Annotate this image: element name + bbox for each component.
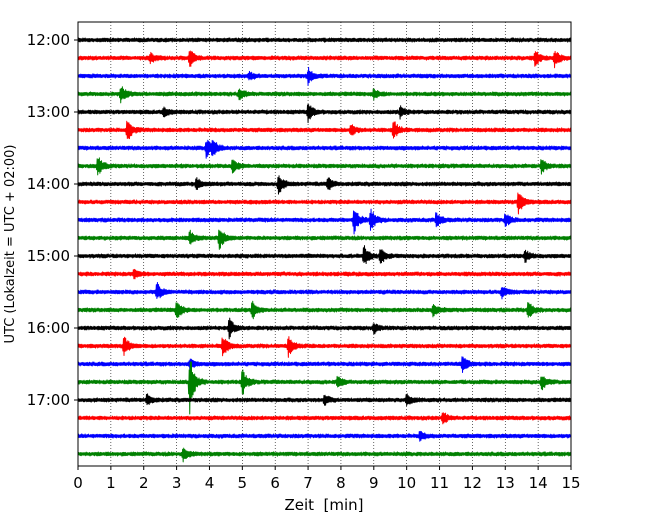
- x-tick-label: 14: [529, 474, 548, 492]
- x-tick-label: 3: [172, 474, 182, 492]
- x-tick-label: 7: [303, 474, 313, 492]
- seismic-trace: [77, 356, 572, 373]
- seismic-trace: [77, 208, 572, 235]
- x-tick-label: 13: [496, 474, 515, 492]
- seismic-trace: [77, 430, 572, 442]
- seismic-trace: [77, 412, 572, 425]
- seismic-trace: [77, 336, 572, 358]
- x-tick-label: 8: [336, 474, 346, 492]
- seismic-traces: [77, 37, 572, 463]
- seismic-trace: [77, 50, 572, 69]
- seismic-trace: [77, 175, 572, 195]
- x-tick-label: 0: [73, 474, 83, 492]
- seismic-trace: [77, 300, 572, 320]
- seismic-trace: [77, 245, 572, 265]
- seismic-trace: [77, 393, 572, 407]
- x-tick-label: 9: [369, 474, 379, 492]
- x-tick-label: 1: [106, 474, 116, 492]
- seismic-trace: [77, 317, 572, 340]
- seismic-trace: [77, 139, 572, 159]
- seismic-trace: [77, 86, 572, 104]
- y-tick-label: 12:00: [27, 31, 70, 49]
- seismic-trace: [77, 268, 572, 280]
- y-axis-title: UTC (Lokalzeit = UTC + 02:00): [3, 145, 18, 344]
- seismic-trace: [77, 447, 572, 463]
- y-tick-label: 17:00: [27, 391, 70, 409]
- seismic-trace: [77, 120, 572, 140]
- seismic-trace: [77, 37, 572, 43]
- seismic-trace: [77, 192, 572, 215]
- x-axis-title: Zeit [min]: [284, 496, 363, 514]
- plot-frame: [77, 21, 572, 467]
- y-tick-label: 13:00: [27, 103, 70, 121]
- seismic-trace: [77, 361, 572, 415]
- x-tick-label: 2: [139, 474, 149, 492]
- y-tick-label: 14:00: [27, 175, 70, 193]
- x-tick-label: 6: [270, 474, 280, 492]
- x-tick-label: 4: [205, 474, 215, 492]
- x-axis-ticks: 0 1 2 3 4 5 6 7 8 9 10 11 12 13 14 15: [73, 466, 581, 492]
- x-tick-label: 12: [463, 474, 482, 492]
- seismic-trace: [77, 103, 572, 124]
- y-tick-label: 16:00: [27, 319, 70, 337]
- y-tick-label: 15:00: [27, 247, 70, 265]
- x-tick-label: 15: [561, 474, 580, 492]
- seismic-trace: [77, 157, 572, 176]
- seismic-trace: [77, 229, 572, 250]
- seismic-trace: [77, 281, 572, 300]
- x-tick-label: 11: [430, 474, 449, 492]
- y-axis-ticks: 12:00 13:00 14:00 15:00 16:00 17:00: [27, 31, 78, 409]
- seismic-trace: [77, 66, 572, 86]
- x-tick-label: 5: [238, 474, 248, 492]
- x-tick-label: 10: [397, 474, 416, 492]
